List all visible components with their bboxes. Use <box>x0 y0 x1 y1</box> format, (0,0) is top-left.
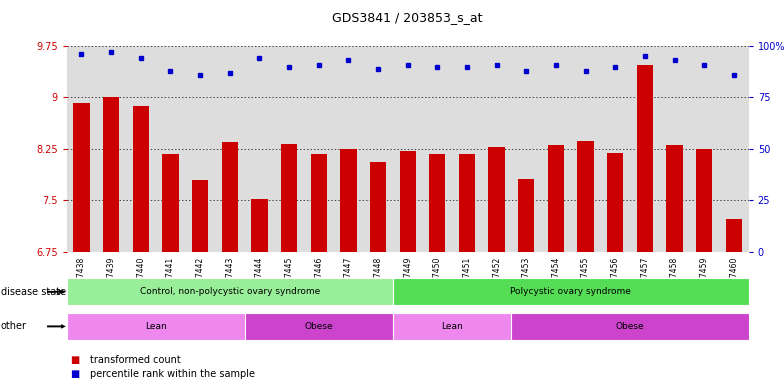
Text: Lean: Lean <box>145 322 166 331</box>
Bar <box>310 154 327 252</box>
Bar <box>518 179 535 252</box>
Bar <box>726 219 742 252</box>
Bar <box>132 106 149 252</box>
Bar <box>67 313 245 340</box>
Bar <box>459 154 475 252</box>
Bar <box>67 278 393 305</box>
Bar <box>103 97 119 252</box>
Bar <box>393 278 749 305</box>
Bar <box>666 146 683 252</box>
Text: Obese: Obese <box>615 322 644 331</box>
Bar <box>192 180 209 252</box>
Bar <box>696 149 713 252</box>
Text: ■: ■ <box>71 355 80 365</box>
Bar <box>578 141 593 252</box>
Bar <box>340 149 357 252</box>
Bar <box>281 144 297 252</box>
Text: GDS3841 / 203853_s_at: GDS3841 / 203853_s_at <box>332 12 483 25</box>
Text: ■: ■ <box>71 369 80 379</box>
Text: other: other <box>1 321 27 331</box>
Bar <box>162 154 179 252</box>
Bar <box>637 65 653 252</box>
Bar <box>222 142 238 252</box>
Text: Control, non-polycystic ovary syndrome: Control, non-polycystic ovary syndrome <box>140 287 320 296</box>
Text: Obese: Obese <box>304 322 333 331</box>
Bar <box>74 103 89 252</box>
Bar <box>251 199 267 252</box>
Bar <box>548 146 564 252</box>
Bar <box>370 162 387 252</box>
Bar <box>429 154 445 252</box>
Bar <box>511 313 749 340</box>
Text: transformed count: transformed count <box>90 355 181 365</box>
Bar <box>400 151 416 252</box>
Text: percentile rank within the sample: percentile rank within the sample <box>90 369 255 379</box>
Bar <box>245 313 393 340</box>
Bar <box>393 313 511 340</box>
Bar <box>607 153 623 252</box>
Text: Polycystic ovary syndrome: Polycystic ovary syndrome <box>510 287 631 296</box>
Text: Lean: Lean <box>441 322 463 331</box>
Text: disease state: disease state <box>1 287 66 297</box>
Bar <box>488 147 505 252</box>
